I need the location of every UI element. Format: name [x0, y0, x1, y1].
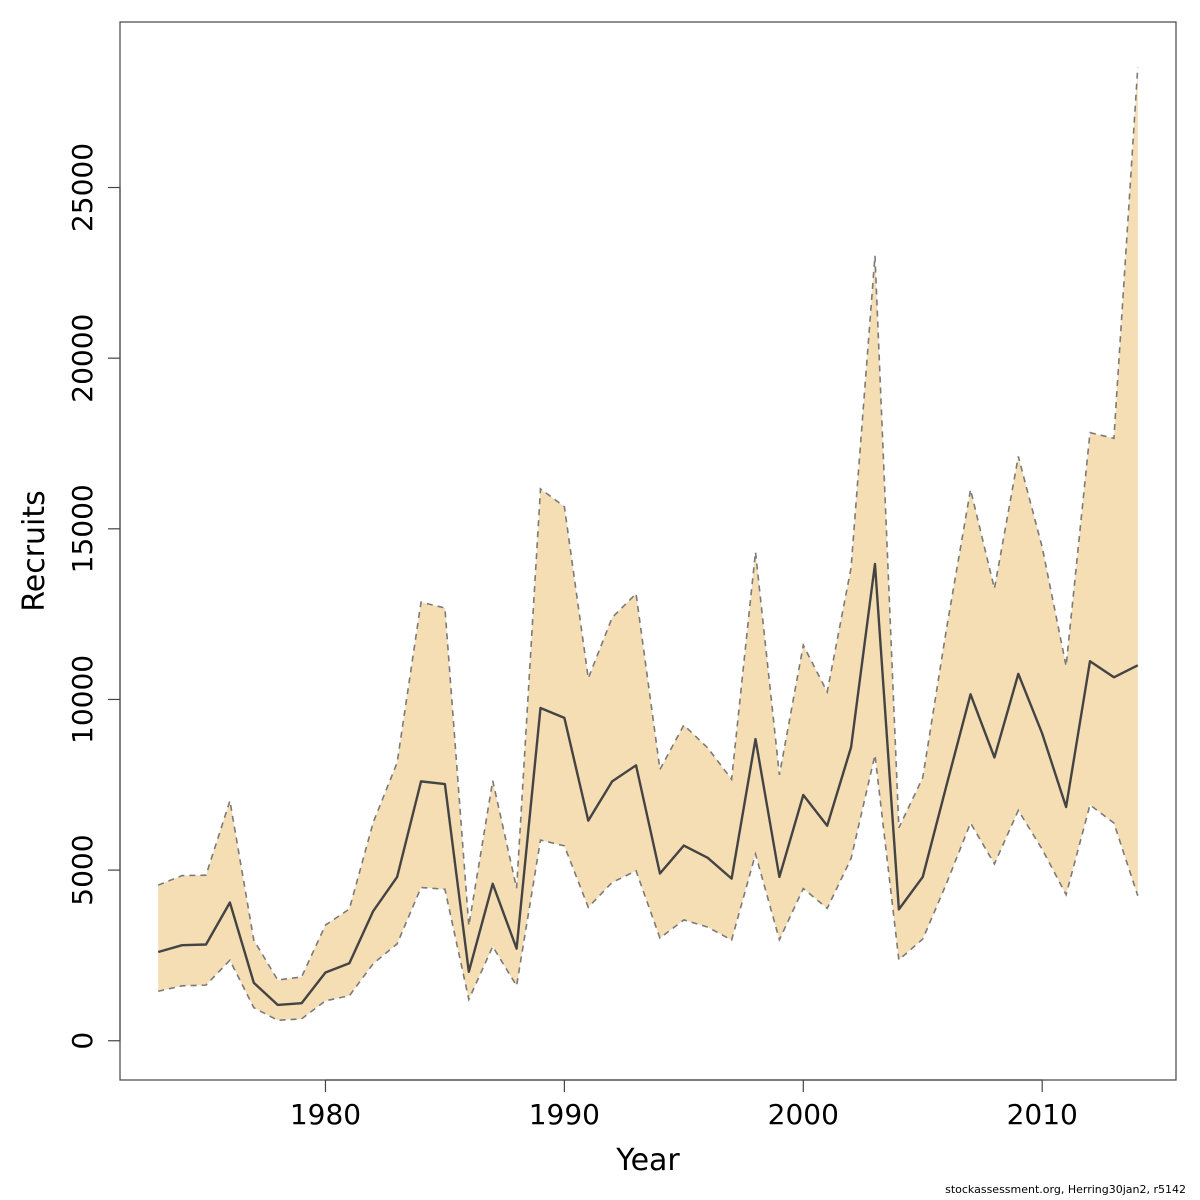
- upper-bound-line: [157, 67, 1139, 981]
- x-tick-label: 1980: [290, 1098, 361, 1131]
- chart-marks: [157, 67, 1139, 1022]
- recruits-estimate-line: [157, 562, 1139, 1007]
- y-axis: 0 5000 10000 15000 20000 25000: [66, 143, 121, 1050]
- x-axis: 1980 1990 2000 2010: [290, 1079, 1078, 1131]
- x-tick-label: 2000: [768, 1098, 839, 1131]
- y-tick-label: 0: [66, 1032, 99, 1050]
- y-tick-label: 15000: [66, 484, 99, 573]
- confidence-band: [158, 67, 1138, 1021]
- x-tick-label: 1990: [529, 1098, 600, 1131]
- lower-bound-line: [158, 754, 1139, 1022]
- y-tick-label: 20000: [66, 314, 99, 403]
- y-tick-label: 5000: [66, 834, 99, 905]
- y-tick-label: 25000: [66, 143, 99, 232]
- y-tick-label: 10000: [66, 655, 99, 744]
- x-axis-title: Year: [615, 1143, 680, 1178]
- source-footnote: stockassessment.org, Herring30jan2, r514…: [945, 1183, 1186, 1196]
- y-axis-title: Recruits: [17, 490, 52, 612]
- x-tick-label: 2010: [1007, 1098, 1078, 1131]
